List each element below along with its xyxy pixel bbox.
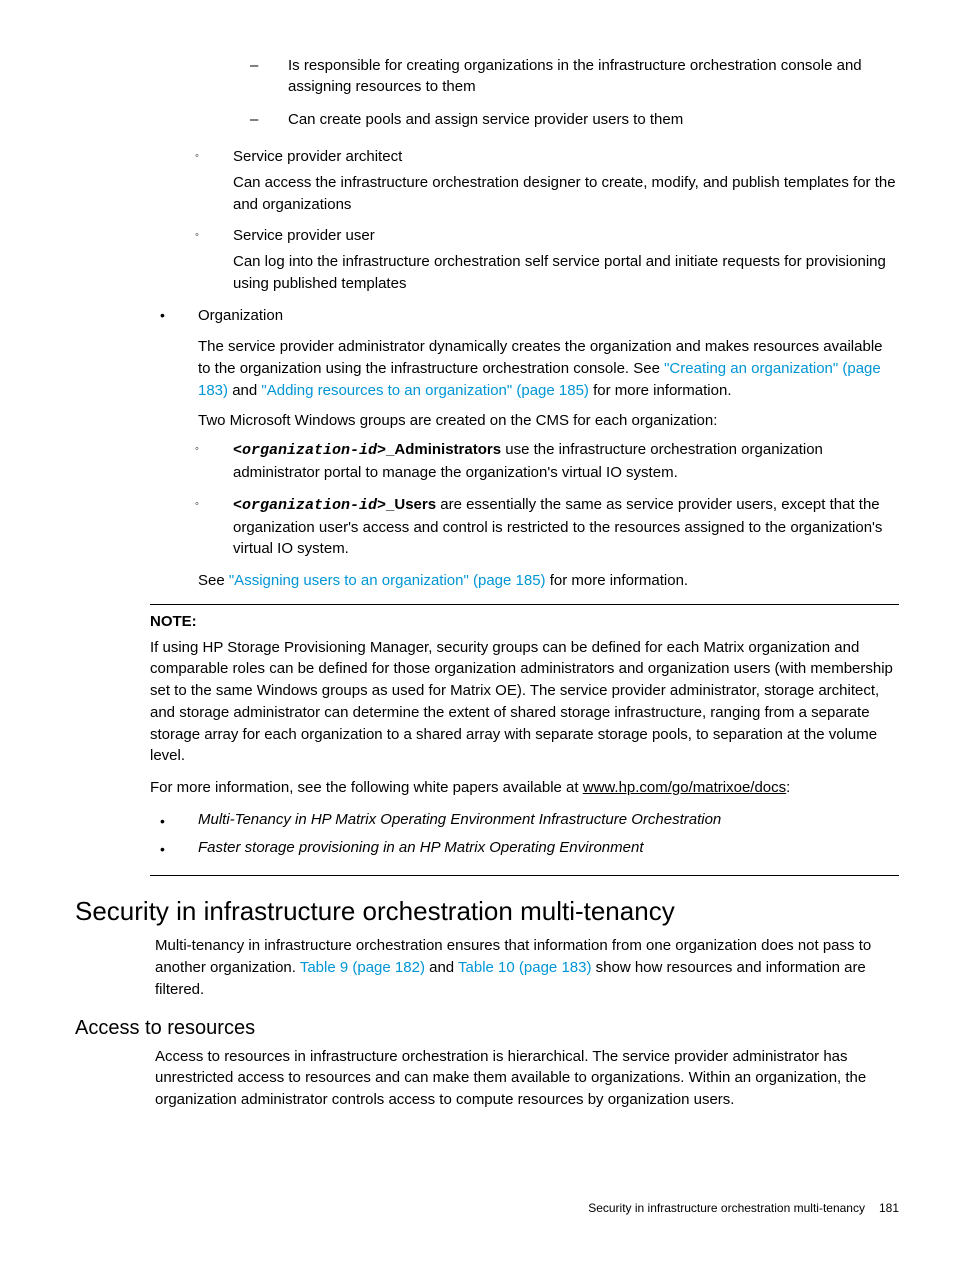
text: for more information. — [589, 382, 732, 399]
bullet-marker: • — [160, 809, 198, 831]
note-paragraph: For more information, see the following … — [150, 777, 899, 799]
list-body: Organization — [198, 305, 899, 327]
list-body: Service provider user Can log into the i… — [233, 225, 899, 294]
text: See — [198, 572, 229, 589]
list-item: • Multi-Tenancy in HP Matrix Operating E… — [160, 809, 899, 831]
list-body: <organization-id>_Users are essentially … — [233, 494, 899, 560]
text: and — [228, 382, 261, 399]
bullet-marker: • — [160, 837, 198, 859]
heading-security: Security in infrastructure orchestration… — [75, 896, 899, 927]
dash-list: – Is responsible for creating organizati… — [250, 55, 899, 130]
code-text: <organization-id> — [233, 442, 386, 459]
list-item: • Faster storage provisioning in an HP M… — [160, 837, 899, 859]
link-adding-resources[interactable]: "Adding resources to an organization" (p… — [261, 382, 589, 399]
circle-list: ◦ <organization-id>_Administrators use t… — [195, 439, 899, 560]
list-item: ◦ Service provider architect Can access … — [195, 146, 899, 215]
document-page: – Is responsible for creating organizati… — [0, 0, 954, 1255]
circle-marker: ◦ — [195, 439, 233, 484]
dash-marker: – — [250, 55, 288, 97]
dash-marker: – — [250, 109, 288, 130]
link-table-9[interactable]: Table 9 (page 182) — [300, 959, 425, 976]
text: for more information. — [546, 572, 689, 589]
bold-text: _Administrators — [386, 441, 501, 458]
circle-marker: ◦ — [195, 146, 233, 215]
bold-text: _Users — [386, 496, 436, 513]
page-footer: Security in infrastructure orchestration… — [75, 1201, 899, 1215]
page-number: 181 — [879, 1201, 899, 1215]
note-bullet-list: • Multi-Tenancy in HP Matrix Operating E… — [160, 809, 899, 860]
list-item: – Is responsible for creating organizati… — [250, 55, 899, 97]
bullet-list: • Organization — [160, 305, 899, 327]
paragraph: Multi-tenancy in infrastructure orchestr… — [155, 935, 899, 1000]
circle-marker: ◦ — [195, 494, 233, 560]
list-item: – Can create pools and assign service pr… — [250, 109, 899, 130]
italic-text: Faster storage provisioning in an HP Mat… — [198, 837, 643, 859]
link-table-10[interactable]: Table 10 (page 183) — [458, 959, 591, 976]
circle-marker: ◦ — [195, 225, 233, 294]
paragraph: The service provider administrator dynam… — [198, 336, 899, 401]
list-body: <organization-id>_Administrators use the… — [233, 439, 899, 484]
text: : — [786, 779, 790, 796]
paragraph: See "Assigning users to an organization"… — [198, 570, 899, 592]
text: For more information, see the following … — [150, 779, 583, 796]
list-body: Service provider architect Can access th… — [233, 146, 899, 215]
list-text: Can create pools and assign service prov… — [288, 109, 683, 130]
italic-text: Multi-Tenancy in HP Matrix Operating Env… — [198, 809, 721, 831]
code-text: <organization-id> — [233, 497, 386, 514]
item-title: Service provider architect — [233, 146, 899, 168]
note-paragraph: If using HP Storage Provisioning Manager… — [150, 637, 899, 768]
note-label: NOTE: — [150, 611, 899, 633]
item-text: Can log into the infrastructure orchestr… — [233, 251, 899, 295]
footer-text: Security in infrastructure orchestration… — [588, 1201, 865, 1215]
bullet-marker: • — [160, 305, 198, 327]
list-item: ◦ Service provider user Can log into the… — [195, 225, 899, 294]
circle-list: ◦ Service provider architect Can access … — [195, 146, 899, 295]
item-title: Organization — [198, 305, 899, 327]
list-text: Is responsible for creating organization… — [288, 55, 899, 97]
note-box: NOTE: If using HP Storage Provisioning M… — [150, 604, 899, 877]
paragraph: Access to resources in infrastructure or… — [155, 1046, 899, 1111]
list-item: • Organization — [160, 305, 899, 327]
link-hp-docs[interactable]: www.hp.com/go/matrixoe/docs — [583, 779, 786, 796]
list-item: ◦ <organization-id>_Users are essentiall… — [195, 494, 899, 560]
paragraph: Two Microsoft Windows groups are created… — [198, 410, 899, 432]
heading-access: Access to resources — [75, 1017, 899, 1040]
list-item: ◦ <organization-id>_Administrators use t… — [195, 439, 899, 484]
item-title: Service provider user — [233, 225, 899, 247]
text: and — [425, 959, 458, 976]
link-assigning-users[interactable]: "Assigning users to an organization" (pa… — [229, 572, 546, 589]
item-text: Can access the infrastructure orchestrat… — [233, 172, 899, 216]
